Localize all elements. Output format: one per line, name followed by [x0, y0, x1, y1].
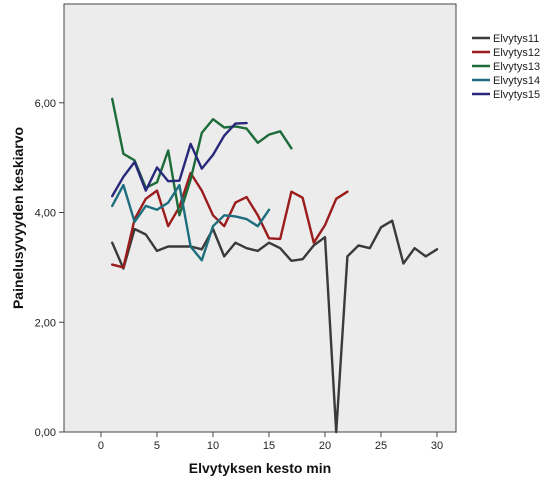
legend-item-elvytys13: Elvytys13 — [472, 61, 540, 73]
series-line-elvytys15 — [110, 121, 248, 198]
series-line-elvytys12 — [110, 171, 349, 269]
x-tick-label: 10 — [207, 440, 219, 452]
y-axis-title: Painelusyvyyden keskiarvo — [10, 127, 26, 309]
x-tick-label: 20 — [319, 440, 331, 452]
legend-item-elvytys14: Elvytys14 — [472, 75, 540, 87]
x-tick-label: 25 — [375, 440, 387, 452]
x-tick-label: 0 — [98, 440, 104, 452]
legend-item-elvytys15: Elvytys15 — [472, 89, 540, 101]
x-tick-label: 30 — [431, 440, 443, 452]
legend-label: Elvytys11 — [493, 33, 539, 45]
x-tick-label: 15 — [263, 440, 275, 452]
legend-label: Elvytys14 — [493, 75, 540, 87]
legend-label: Elvytys12 — [493, 47, 540, 59]
legend: Elvytys11 Elvytys12 Elvytys13 Elvytys14 Elvy… — [472, 33, 540, 101]
legend-label: Elvytys15 — [493, 89, 540, 101]
legend-label: Elvytys13 — [493, 61, 540, 73]
x-axis-title: Elvytyksen kesto min — [189, 460, 331, 476]
y-tick-label: 6,00 — [35, 98, 56, 110]
series-layer — [110, 97, 439, 434]
y-tick-label: 0,00 — [35, 427, 56, 439]
series-line-elvytys11 — [110, 219, 439, 434]
legend-item-elvytys12: Elvytys12 — [472, 47, 540, 59]
x-tick-label: 5 — [154, 440, 160, 452]
y-tick-label: 4,00 — [35, 208, 56, 220]
y-tick-label: 2,00 — [35, 317, 56, 329]
series-line-elvytys14 — [110, 183, 271, 262]
legend-item-elvytys11: Elvytys11 — [472, 33, 539, 45]
axes-layer: 0 5 10 15 20 25 30 0,00 2,00 4,00 6,00 — [35, 98, 444, 452]
